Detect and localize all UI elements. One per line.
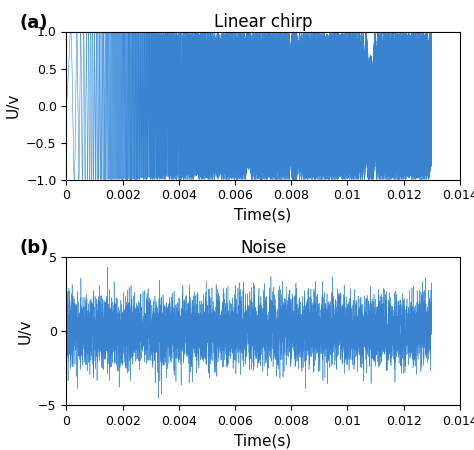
Text: (a): (a) — [19, 14, 48, 32]
Title: Noise: Noise — [240, 238, 286, 256]
Title: Linear chirp: Linear chirp — [214, 14, 312, 32]
Text: (b): (b) — [19, 239, 48, 257]
Y-axis label: U/v: U/v — [18, 318, 33, 344]
Y-axis label: U/v: U/v — [6, 93, 20, 118]
X-axis label: Time(s): Time(s) — [235, 433, 292, 448]
X-axis label: Time(s): Time(s) — [235, 208, 292, 223]
